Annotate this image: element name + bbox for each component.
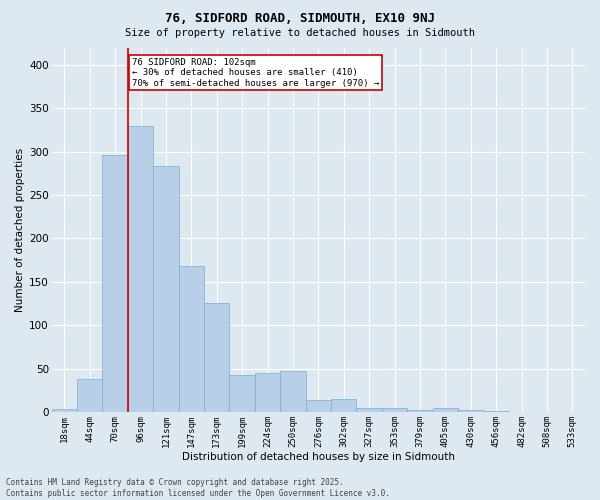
Text: 76, SIDFORD ROAD, SIDMOUTH, EX10 9NJ: 76, SIDFORD ROAD, SIDMOUTH, EX10 9NJ bbox=[165, 12, 435, 26]
Bar bbox=[103, 155, 128, 412]
Text: 76 SIDFORD ROAD: 102sqm
← 30% of detached houses are smaller (410)
70% of semi-d: 76 SIDFORD ROAD: 102sqm ← 30% of detache… bbox=[131, 58, 379, 88]
Bar bbox=[382, 408, 407, 412]
Bar bbox=[458, 410, 484, 412]
Bar bbox=[484, 411, 509, 412]
Text: Contains HM Land Registry data © Crown copyright and database right 2025.
Contai: Contains HM Land Registry data © Crown c… bbox=[6, 478, 390, 498]
Bar bbox=[153, 166, 179, 412]
Bar bbox=[331, 399, 356, 412]
Bar bbox=[204, 304, 229, 412]
Y-axis label: Number of detached properties: Number of detached properties bbox=[15, 148, 25, 312]
Bar bbox=[433, 408, 458, 412]
Bar bbox=[77, 379, 103, 412]
Bar bbox=[280, 371, 305, 412]
Bar bbox=[179, 266, 204, 412]
Bar bbox=[305, 400, 331, 412]
Bar bbox=[407, 410, 433, 412]
Text: Size of property relative to detached houses in Sidmouth: Size of property relative to detached ho… bbox=[125, 28, 475, 38]
Bar bbox=[229, 374, 255, 412]
Bar bbox=[255, 373, 280, 412]
Bar bbox=[128, 126, 153, 412]
Bar bbox=[356, 408, 382, 412]
X-axis label: Distribution of detached houses by size in Sidmouth: Distribution of detached houses by size … bbox=[182, 452, 455, 462]
Bar bbox=[52, 410, 77, 412]
